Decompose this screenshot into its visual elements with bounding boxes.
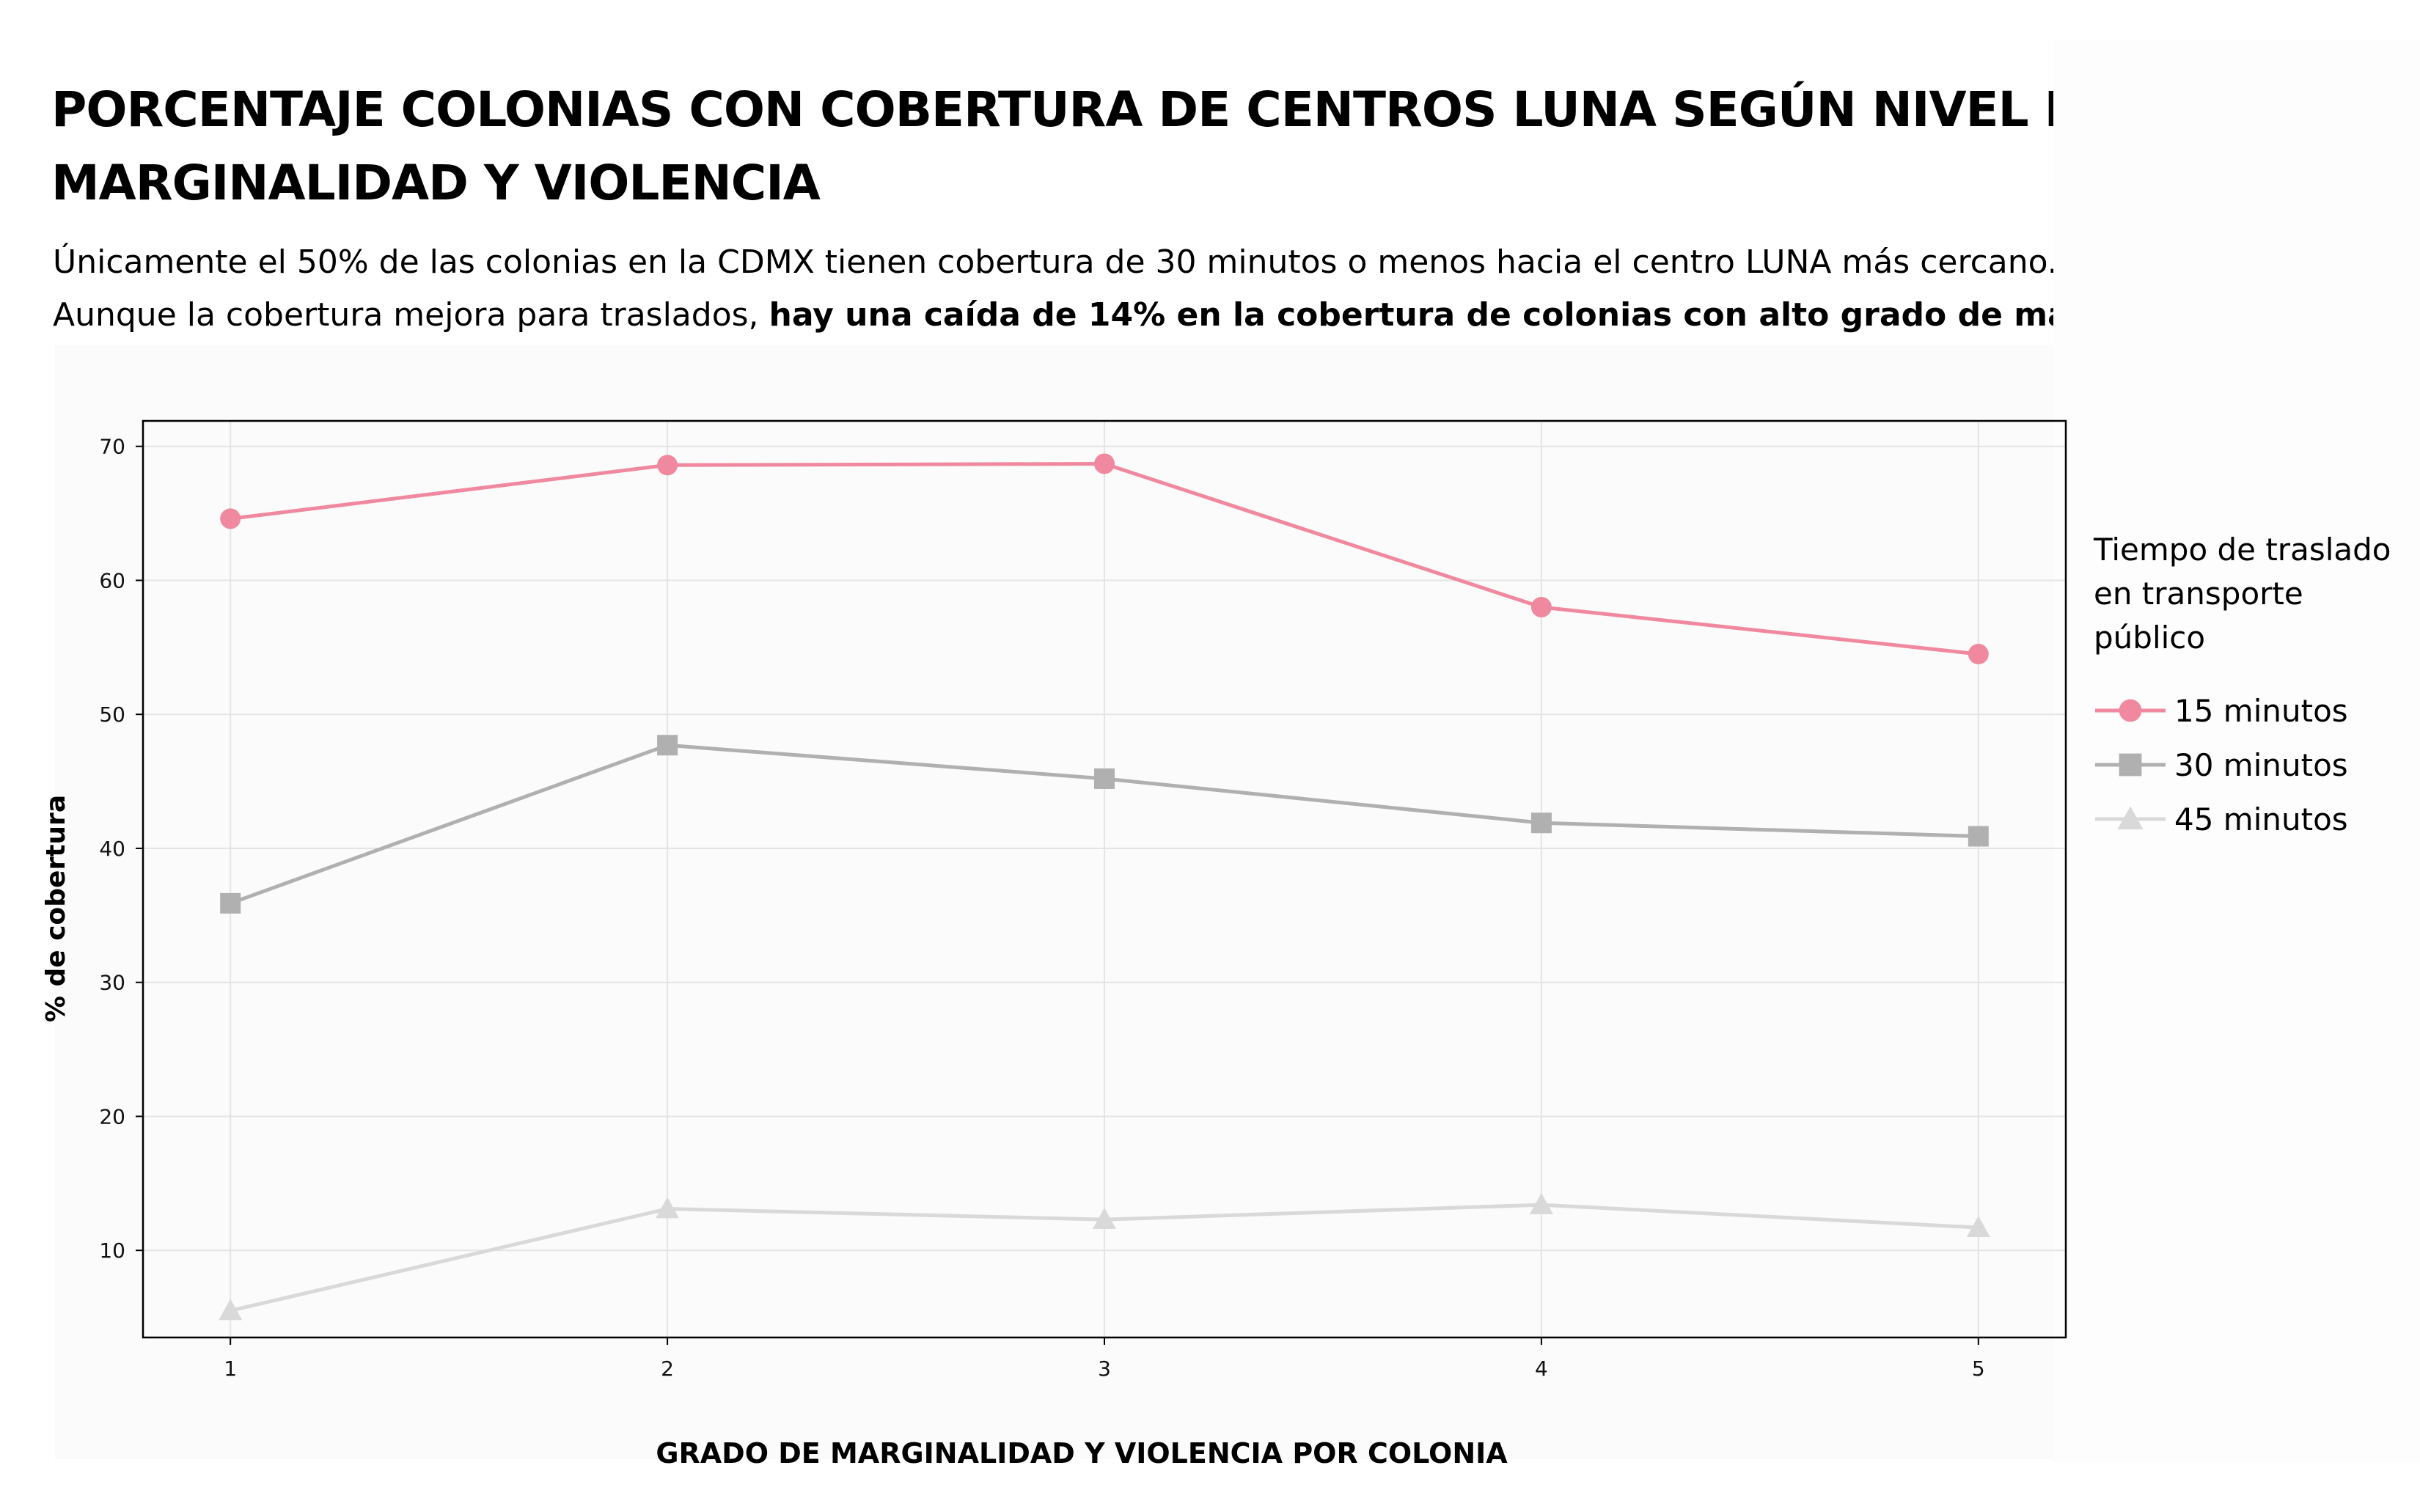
data-point-circle	[2119, 699, 2142, 722]
legend-title: Tiempo de traslado en transporte público	[2094, 532, 2391, 656]
data-point-triangle	[1093, 1208, 1116, 1229]
subtitle-line-2-normal: Aunque la cobertura mejora para traslado…	[53, 296, 769, 334]
series-15-minutos	[220, 453, 1989, 664]
grid-lines	[143, 421, 2066, 1337]
x-tick-label: 2	[661, 1357, 674, 1381]
subtitle-line-1: Únicamente el 50% de las colonias en la …	[53, 243, 2058, 281]
legend-panel-background	[2053, 40, 2420, 1463]
y-tick-label: 60	[99, 568, 125, 592]
x-tick-label: 5	[1972, 1357, 1985, 1381]
y-tick-label: 10	[99, 1238, 125, 1263]
data-point-triangle	[2117, 806, 2144, 830]
y-tick-label: 20	[99, 1104, 125, 1129]
legend-item: 30 minutos	[2094, 738, 2402, 792]
legend-swatch	[2095, 753, 2166, 777]
data-point-circle	[657, 455, 678, 476]
legend-swatch	[2095, 699, 2166, 722]
chart-subtitle: Únicamente el 50% de las colonias en la …	[53, 236, 2363, 342]
subtitle-line-2: Aunque la cobertura mejora para traslado…	[53, 289, 2363, 342]
y-tick-label: 30	[99, 971, 125, 995]
chart-title: PORCENTAJE COLONIAS CON COBERTURA DE CEN…	[51, 81, 2117, 211]
legend-label: 45 minutos	[2174, 801, 2348, 837]
legend-item: 45 minutos	[2094, 792, 2402, 846]
x-axis-label: GRADO DE MARGINALIDAD Y VIOLENCIA POR CO…	[656, 1437, 1508, 1469]
data-point-circle	[1530, 597, 1552, 618]
series-group	[219, 453, 1990, 1321]
legend-swatch	[2095, 806, 2166, 830]
y-tick-label: 40	[99, 837, 125, 861]
legend: Tiempo de traslado en transporte público…	[2094, 528, 2402, 846]
series-30-minutos	[220, 735, 1989, 914]
data-point-circle	[220, 508, 241, 529]
data-point-triangle	[656, 1197, 680, 1219]
y-tick-label: 70	[99, 435, 125, 459]
data-point-square	[2119, 753, 2142, 777]
y-axis-ticks: 10 20 30 40 50 60 70	[99, 435, 143, 1263]
chart-panel-background	[55, 345, 2310, 1459]
data-point-triangle	[219, 1299, 243, 1321]
data-point-circle	[1968, 643, 1989, 664]
data-point-triangle	[1529, 1193, 1553, 1214]
data-point-circle	[1094, 453, 1115, 474]
x-tick-label: 3	[1098, 1357, 1111, 1381]
x-axis-ticks: 1 2 3 4 5	[224, 1337, 1985, 1381]
data-point-triangle	[1966, 1216, 1990, 1237]
x-tick-label: 4	[1535, 1357, 1548, 1381]
x-tick-label: 1	[224, 1357, 237, 1381]
data-point-square	[657, 735, 678, 756]
y-axis-label: % de cobertura	[41, 795, 71, 1022]
legend-items: 15 minutos 30 minutos 45 minutos	[2094, 683, 2402, 846]
series-45-minutos	[219, 1193, 1990, 1321]
legend-label: 15 minutos	[2174, 692, 2348, 729]
legend-item: 15 minutos	[2094, 683, 2402, 738]
data-point-square	[1094, 768, 1115, 789]
data-point-square	[220, 892, 241, 914]
y-tick-label: 50	[99, 702, 125, 727]
subtitle-line-2-bold: hay una caída de 14% en la cobertura de …	[769, 296, 2254, 334]
legend-label: 30 minutos	[2174, 746, 2348, 783]
data-point-square	[1968, 826, 1989, 847]
data-point-square	[1530, 812, 1552, 834]
